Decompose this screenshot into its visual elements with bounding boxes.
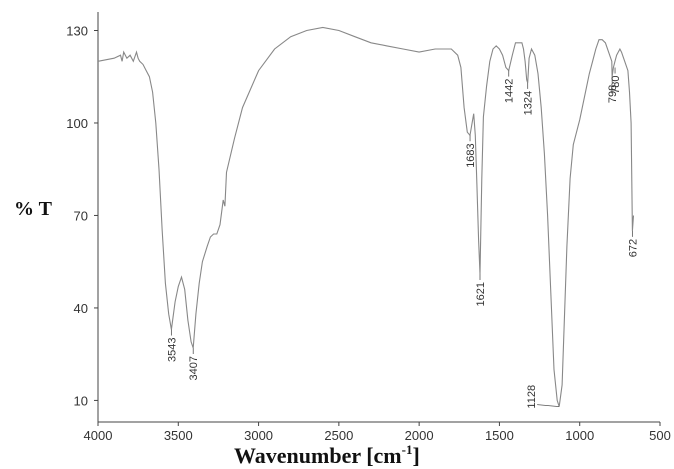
y-tick-label: 70 <box>74 208 88 223</box>
x-tick-label: 1500 <box>485 428 514 443</box>
x-tick-label: 4000 <box>84 428 113 443</box>
x-tick-label: 2000 <box>405 428 434 443</box>
peak-label: 780 <box>610 75 622 93</box>
peak-label: 1621 <box>475 282 487 306</box>
x-axis-title: Wavenumber [cm-1] <box>234 442 420 468</box>
axes <box>97 12 660 423</box>
peak-label: 1128 <box>526 385 538 409</box>
y-tick-label: 100 <box>66 116 88 131</box>
peak-label: 3543 <box>166 338 178 362</box>
x-tick-label: 2500 <box>324 428 353 443</box>
y-tick-label: 10 <box>74 393 88 408</box>
peak-label: 1683 <box>465 143 477 167</box>
x-axis-ticks: 4000 3500 3000 2500 2000 1500 1000 500 <box>84 422 671 443</box>
peak-label: 1324 <box>523 91 535 115</box>
x-tick-label: 3000 <box>244 428 273 443</box>
y-tick-label: 130 <box>66 23 88 38</box>
peak-label: 798 <box>607 85 619 103</box>
x-tick-label: 3500 <box>164 428 193 443</box>
spectrum-line <box>97 26 635 407</box>
y-axis-ticks: 10 40 70 100 130 <box>66 23 98 408</box>
peak-label: 3407 <box>188 356 200 380</box>
peak-label: 672 <box>627 239 639 257</box>
x-tick-label: 500 <box>649 428 671 443</box>
peak-label: 1442 <box>504 79 516 103</box>
x-tick-label: 1000 <box>565 428 594 443</box>
peak-leader-line <box>537 404 560 407</box>
y-tick-label: 40 <box>74 301 88 316</box>
y-axis-title: % T <box>14 198 53 220</box>
